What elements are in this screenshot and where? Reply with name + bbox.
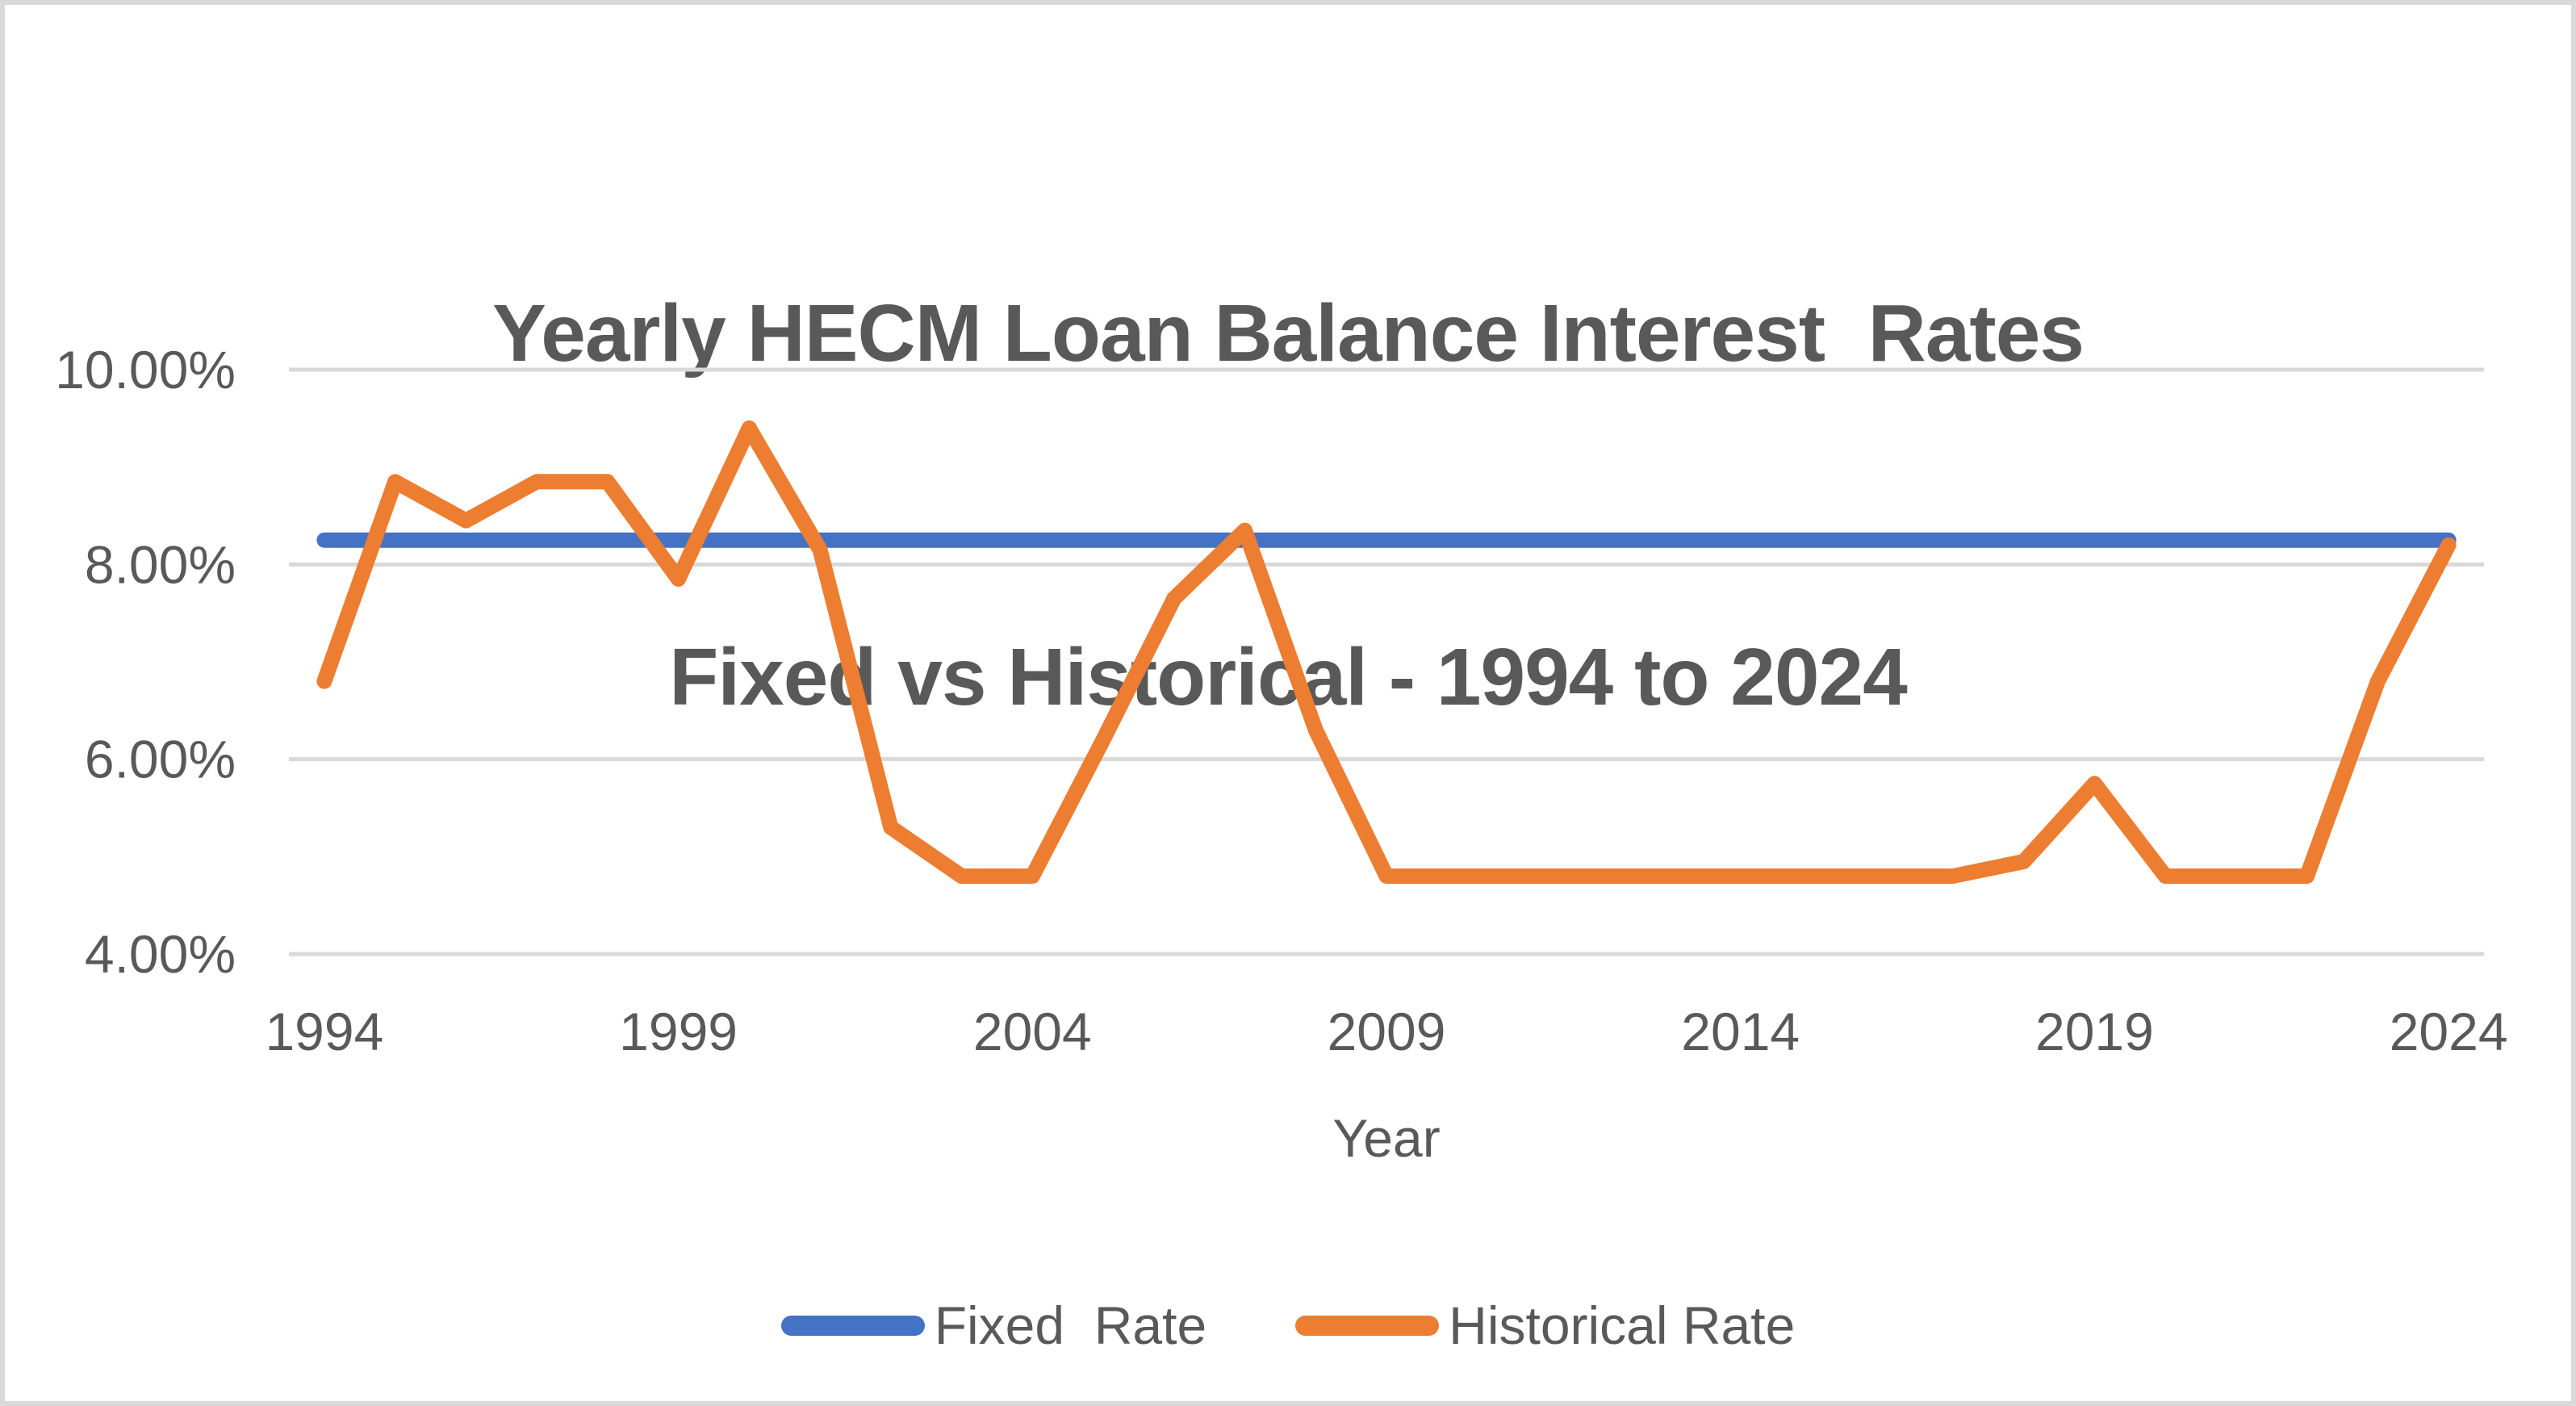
x-tick-label: 1999 [619,1002,738,1061]
x-tick-label: 1994 [265,1002,383,1061]
y-tick-label: 10.00% [55,340,236,400]
fixed-rate-swatch [780,1315,925,1336]
historical-rate-label: Historical Rate [1449,1295,1796,1355]
plot-area: 10.00% 8.00% 6.00% 4.00% 1994 1999 2004 2009 201… [55,340,2508,1061]
chart-title-line1: Yearly HECM Loan Balance Interest Rates [492,288,2085,379]
historical-rate-line [316,420,2457,884]
legend-item-historical: Historical Rate [1295,1295,1795,1356]
y-tick-label: 4.00% [85,924,236,984]
y-tick-label: 8.00% [85,534,236,594]
x-tick-label: 2004 [973,1002,1092,1061]
x-tick-label: 2019 [2035,1002,2154,1061]
fixed-rate-label: Fixed Rate [934,1295,1207,1355]
x-tick-label: 2009 [1328,1002,1446,1061]
legend: Fixed Rate Historical Rate [5,1295,2571,1356]
x-axis-title: Year [1332,1108,1441,1168]
legend-item-fixed: Fixed Rate [780,1295,1207,1356]
y-tick-label: 6.00% [85,730,236,789]
x-tick-label: 2014 [1681,1002,1800,1061]
chart-title-line2: Fixed vs Historical - 1994 to 2024 [669,632,1907,722]
x-tick-label: 2024 [2390,1002,2508,1061]
historical-rate-swatch [1295,1315,1440,1336]
chart-title: Yearly HECM Loan Balance Interest Rates … [5,47,2571,964]
